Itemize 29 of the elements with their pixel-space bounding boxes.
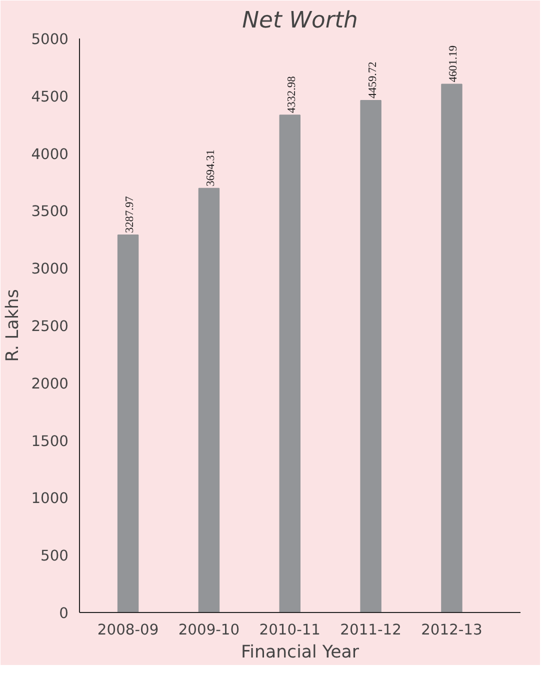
bar (441, 84, 462, 612)
data-label: 3287.97 (124, 196, 136, 234)
bar (360, 100, 382, 612)
bar (198, 188, 220, 612)
y-tick-label: 5000 (31, 31, 69, 48)
bar (117, 234, 139, 612)
data-label: 4601.19 (448, 45, 460, 82)
y-tick-label: 2000 (31, 375, 69, 392)
data-label: 4459.72 (366, 61, 379, 99)
chart-title: Net Worth (242, 8, 358, 34)
y-tick-label: 3000 (31, 260, 69, 278)
x-tick-label: 2008-09 (97, 622, 159, 638)
x-tick-label: 2012-13 (421, 622, 482, 638)
x-tick-label: 2010-11 (259, 622, 321, 638)
y-tick-label: 500 (40, 548, 69, 565)
y-tick-label: 3500 (31, 203, 69, 220)
data-label: 4332.98 (286, 76, 298, 114)
y-tick-label: 4000 (31, 146, 69, 163)
y-tick-label: 1000 (31, 490, 69, 508)
x-tick-label: 2011-12 (340, 622, 402, 638)
y-tick-label: 4500 (31, 88, 69, 106)
data-label: 3694.31 (204, 150, 217, 186)
x-tick-label: 2009-10 (178, 622, 240, 638)
bar (279, 114, 300, 612)
y-tick-label: 2500 (31, 318, 69, 335)
y-tick-label: 0 (59, 605, 69, 622)
y-tick-label: 1500 (31, 432, 69, 450)
x-axis-title: Financial Year (240, 642, 360, 662)
y-axis-title: R. Lakhs (3, 289, 24, 362)
